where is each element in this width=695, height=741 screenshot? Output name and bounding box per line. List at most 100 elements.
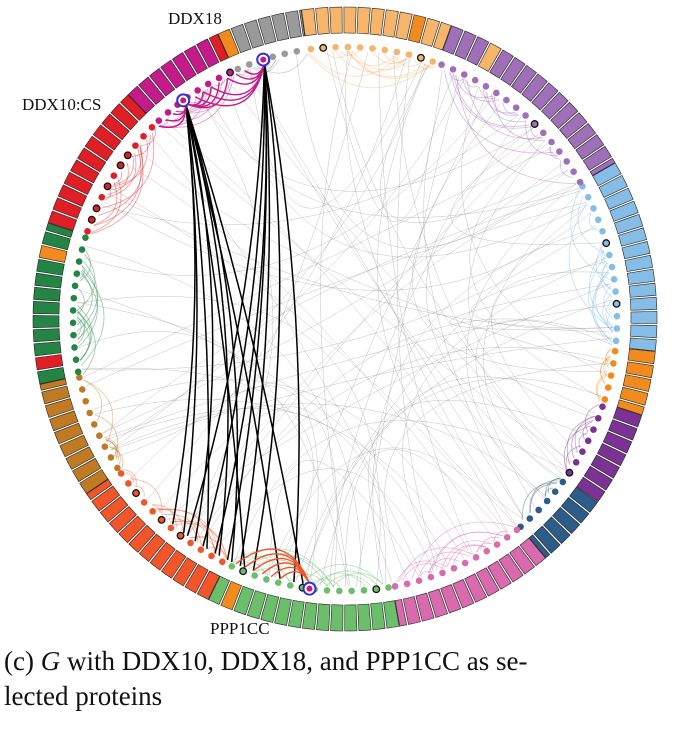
- ring-segment: [567, 123, 597, 150]
- protein-node: [167, 524, 175, 532]
- background-edge: [78, 289, 449, 567]
- cluster-arc: [559, 159, 573, 178]
- ring-segment: [612, 407, 643, 428]
- protein-node: [551, 488, 559, 495]
- protein-node: [140, 499, 148, 506]
- ring-segment: [330, 604, 344, 632]
- background-edge: [372, 227, 598, 585]
- protein-node: [71, 282, 79, 290]
- ring-segment: [598, 175, 628, 198]
- protein-node: [563, 158, 571, 165]
- ring-segment: [70, 159, 100, 184]
- cluster-arc: [604, 349, 612, 368]
- protein-node: [493, 89, 500, 97]
- ring-segment: [629, 296, 658, 311]
- protein-node: [107, 454, 115, 461]
- background-edge: [94, 399, 465, 560]
- cluster-arc: [530, 125, 543, 139]
- label-ppp1cc: PPP1CC: [210, 619, 270, 638]
- background-edge: [187, 183, 577, 536]
- cluster-arc: [601, 250, 609, 269]
- cluster-arc: [77, 305, 93, 361]
- ring-segment: [196, 38, 220, 68]
- protein-node: [140, 132, 147, 140]
- ring-segment: [160, 59, 186, 89]
- ring-segment: [33, 286, 61, 302]
- ring-segment: [498, 553, 524, 583]
- ring-segment: [519, 537, 546, 567]
- background-edge: [483, 191, 581, 480]
- cluster-arc: [109, 146, 142, 191]
- ring-segment: [621, 241, 651, 260]
- background-edge: [368, 399, 587, 583]
- background-edge: [345, 50, 517, 526]
- protein-node: [606, 251, 613, 259]
- ring-segment: [316, 603, 331, 631]
- protein-node: [293, 47, 301, 55]
- protein-node: [584, 437, 592, 445]
- background-edge: [269, 459, 420, 577]
- cluster-arc: [428, 531, 503, 574]
- background-edge: [111, 63, 426, 451]
- background-edge: [393, 55, 563, 476]
- cluster-arc: [347, 50, 431, 79]
- background-edge: [305, 299, 613, 585]
- background-edge: [301, 205, 588, 584]
- background-edge: [149, 135, 423, 576]
- cluster-arc: [76, 315, 85, 344]
- ring-segment: [32, 300, 60, 315]
- background-edge: [246, 69, 545, 499]
- protein-node: [157, 515, 166, 524]
- protein-circular-network-figure: DDX18 DDX10:CS PPP1CC: [22, 6, 658, 638]
- ring-segment: [217, 28, 240, 59]
- ring-segment: [428, 588, 448, 618]
- cluster-arc: [244, 554, 335, 587]
- ring-segment: [230, 23, 252, 54]
- background-edge: [355, 76, 460, 587]
- protein-node: [381, 46, 389, 54]
- ring-segment: [118, 515, 147, 544]
- ring-segment: [299, 9, 306, 37]
- protein-node: [522, 112, 529, 119]
- cluster-arc: [464, 79, 478, 88]
- background-edge: [327, 51, 443, 222]
- background-edge: [103, 201, 592, 291]
- protein-node: [263, 576, 270, 583]
- protein-node: [548, 138, 555, 146]
- ring-segment: [420, 17, 440, 47]
- protein-node: [590, 205, 597, 212]
- cluster-arc: [563, 425, 591, 471]
- cluster-arc: [574, 416, 595, 453]
- ring-segment: [552, 506, 581, 534]
- cluster-arc: [599, 356, 611, 385]
- cluster-arc: [97, 145, 144, 216]
- cluster-arc: [453, 545, 486, 565]
- ring-segment: [138, 76, 165, 105]
- protein-node: [69, 307, 77, 314]
- ring-segment: [531, 82, 559, 111]
- selected-edge: [171, 103, 196, 525]
- protein-node: [132, 489, 140, 498]
- ring-segment: [370, 602, 386, 631]
- cluster-arc: [565, 445, 582, 470]
- protein-node: [281, 50, 289, 58]
- protein-node: [360, 587, 368, 594]
- protein-node: [71, 344, 78, 351]
- protein-node: [123, 151, 132, 160]
- cluster-arc: [448, 71, 465, 81]
- ring-segment: [257, 15, 277, 45]
- ring-segment: [172, 557, 198, 587]
- ring-segment: [395, 11, 413, 41]
- cluster-arc: [332, 572, 384, 587]
- cluster-arc: [214, 79, 226, 86]
- protein-node: [164, 109, 172, 116]
- background-edge: [469, 143, 602, 398]
- cluster-arc: [313, 572, 366, 587]
- cluster-arc: [605, 347, 612, 365]
- ring-segment: [120, 94, 147, 121]
- ring-segment: [86, 478, 113, 501]
- protein-node: [155, 117, 163, 125]
- background-edge: [137, 149, 609, 366]
- ring-segment: [244, 19, 264, 49]
- ring-segment: [183, 45, 208, 75]
